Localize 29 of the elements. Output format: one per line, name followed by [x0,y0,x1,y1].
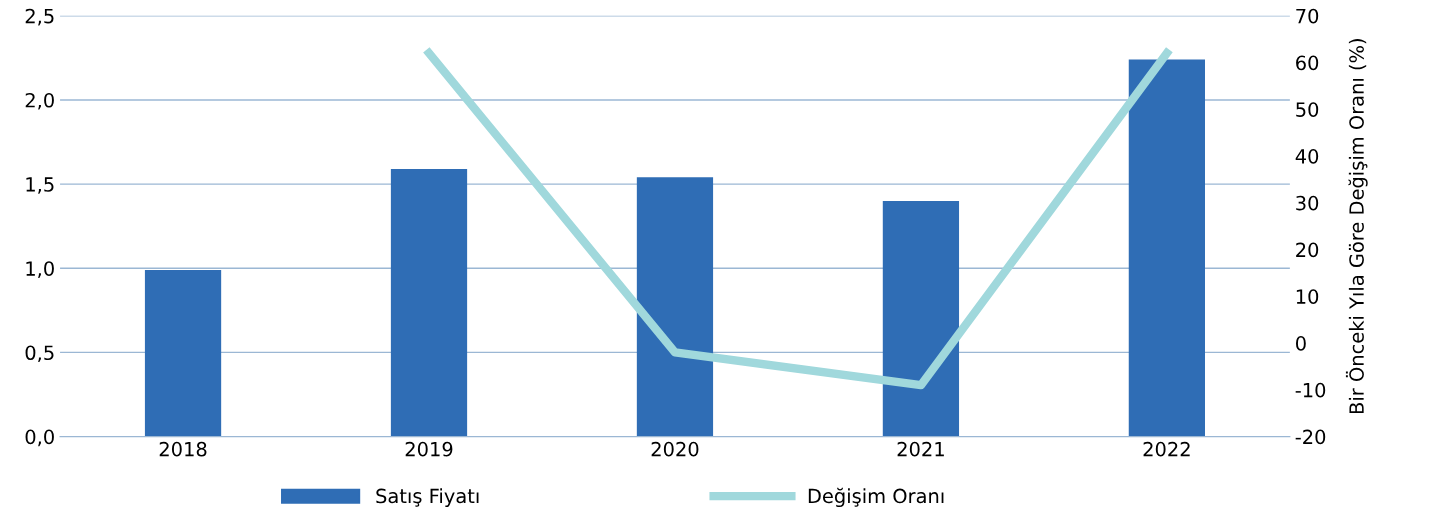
y2-axis-title: Bir Önceki Yıla Göre Değişim Oranı (%) [1345,39,1368,414]
legend-label: Satış Fiyatı [376,488,479,508]
y-tick-label: 1,5 [26,177,54,194]
y-tick-label: 2,0 [25,92,54,110]
y2-tick-label: 40 [1295,149,1319,164]
bar [882,200,960,437]
y-tick-label: 0,0 [25,429,54,447]
y-tick-label: 0,5 [25,345,54,363]
y2-tick-label: 30 [1296,195,1319,211]
y2-tick-label: -20 [1295,429,1326,445]
y2-tick-label: -10 [1295,382,1326,398]
x-tick-label: 2021 [897,441,944,457]
x-tick-label: 2019 [405,441,453,457]
y2-tick-label: 0 [1296,336,1306,351]
y2-tick-label: 10 [1296,289,1319,304]
y2-tick-label: 70 [1296,8,1319,24]
bar [144,269,222,437]
legend-label: Değişim Oranı [808,487,944,508]
bar [636,177,714,437]
x-tick-label: 2018 [159,441,207,457]
y2-tick-label: 50 [1296,102,1319,117]
y2-tick-label: 60 [1296,55,1319,71]
y-tick-label: 1,0 [26,261,54,278]
x-tick-label: 2020 [651,441,699,457]
bar [390,168,468,437]
bar [1128,59,1205,437]
y-tick-label: 2,5 [25,8,54,26]
x-tick-label: 2022 [1143,441,1190,457]
y2-tick-label: 20 [1296,242,1319,258]
